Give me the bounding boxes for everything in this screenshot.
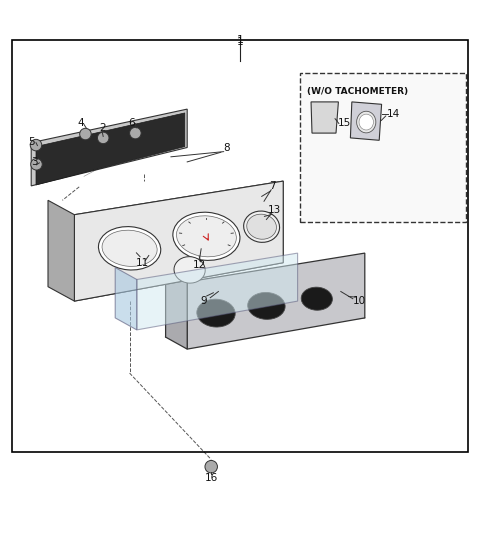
Text: 12: 12 — [192, 260, 206, 270]
Circle shape — [130, 127, 141, 139]
Ellipse shape — [359, 114, 373, 130]
Text: 15: 15 — [338, 118, 351, 128]
Ellipse shape — [197, 299, 235, 327]
Circle shape — [80, 128, 91, 140]
Text: 1: 1 — [237, 35, 243, 45]
Polygon shape — [166, 270, 187, 349]
Polygon shape — [31, 109, 187, 186]
Polygon shape — [74, 210, 283, 301]
Text: 7: 7 — [269, 181, 276, 191]
Text: 8: 8 — [223, 143, 230, 154]
Text: 2: 2 — [99, 123, 106, 133]
Polygon shape — [350, 102, 382, 140]
Polygon shape — [187, 253, 365, 349]
Text: 16: 16 — [204, 473, 218, 483]
Ellipse shape — [177, 216, 236, 257]
Polygon shape — [36, 113, 185, 185]
Ellipse shape — [301, 287, 332, 310]
Text: (W/O TACHOMETER): (W/O TACHOMETER) — [307, 87, 408, 96]
Circle shape — [31, 158, 42, 170]
Ellipse shape — [357, 111, 376, 133]
Circle shape — [97, 132, 109, 144]
Circle shape — [205, 461, 217, 473]
Text: 4: 4 — [77, 118, 84, 128]
Text: 11: 11 — [135, 258, 149, 268]
Circle shape — [30, 139, 42, 151]
Ellipse shape — [173, 212, 240, 261]
Ellipse shape — [244, 211, 279, 242]
Text: 1: 1 — [237, 37, 243, 47]
Ellipse shape — [98, 227, 161, 270]
Ellipse shape — [247, 214, 276, 239]
Text: 5: 5 — [28, 137, 35, 147]
Polygon shape — [48, 200, 74, 301]
Polygon shape — [137, 253, 298, 330]
Ellipse shape — [248, 293, 285, 319]
Polygon shape — [74, 181, 283, 246]
Ellipse shape — [174, 257, 205, 283]
Polygon shape — [311, 102, 338, 133]
Polygon shape — [115, 268, 137, 330]
Text: 13: 13 — [268, 205, 281, 215]
Ellipse shape — [102, 230, 157, 266]
Bar — [300, 73, 466, 222]
Polygon shape — [74, 181, 283, 301]
Text: 10: 10 — [352, 296, 366, 306]
Bar — [12, 40, 468, 452]
Text: 9: 9 — [201, 296, 207, 306]
Text: 6: 6 — [129, 118, 135, 127]
Text: 14: 14 — [387, 109, 400, 119]
Text: 3: 3 — [31, 157, 38, 167]
